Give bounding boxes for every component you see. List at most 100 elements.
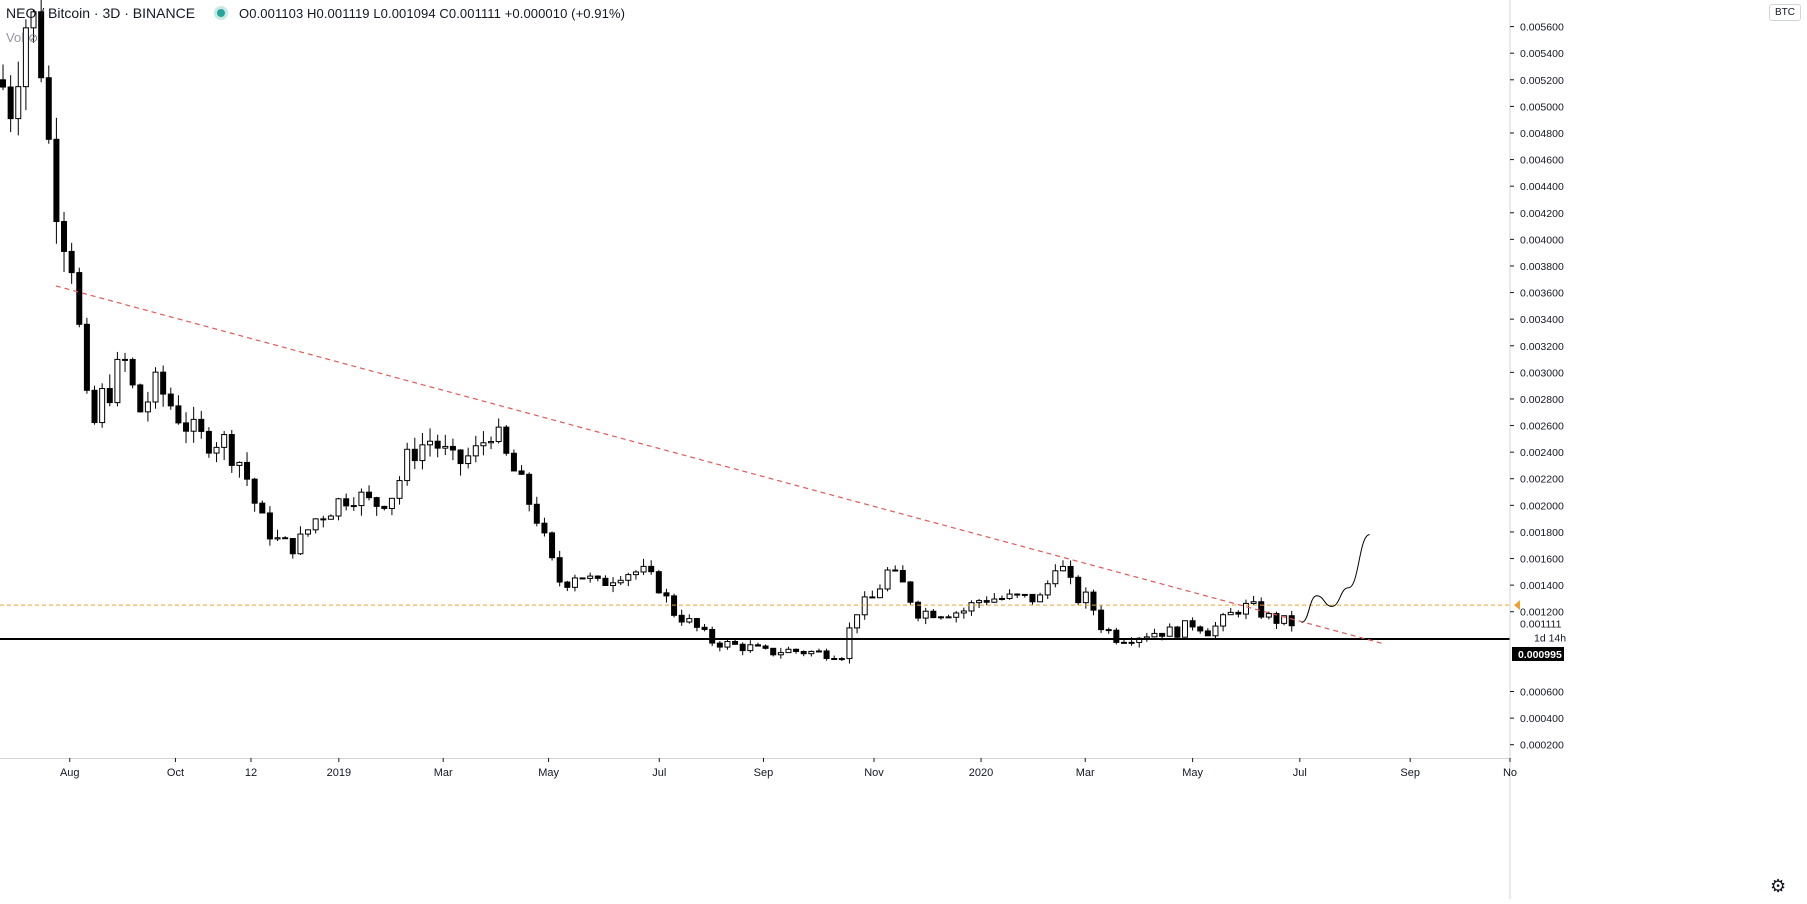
price-tick-label: 0.001600: [1520, 554, 1564, 566]
volume-legend[interactable]: Vol ⊘: [6, 30, 38, 45]
candle: [518, 465, 525, 475]
candle: [7, 75, 14, 133]
eye-hidden-icon[interactable]: ⊘: [28, 30, 39, 45]
candle: [976, 598, 983, 609]
candle: [167, 387, 174, 410]
candle: [1204, 628, 1211, 637]
price-tick-label: 0.002600: [1520, 421, 1564, 433]
symbol-legend[interactable]: NEO / Bitcoin · 3D · BINANCE O0.001103 H…: [6, 5, 625, 21]
candle: [754, 642, 761, 647]
candle: [571, 574, 578, 592]
candle: [800, 650, 807, 657]
candle: [213, 442, 220, 463]
candle: [396, 476, 403, 505]
candle: [244, 452, 251, 487]
candle: [953, 610, 960, 623]
candle: [228, 429, 235, 473]
candle: [434, 434, 441, 458]
candle: [678, 609, 685, 626]
candle: [175, 395, 182, 425]
candles-group: [0, 0, 1295, 664]
candle: [1197, 625, 1204, 634]
candle: [899, 565, 906, 583]
candle: [602, 575, 609, 586]
candle: [1212, 621, 1219, 640]
candle: [915, 600, 922, 622]
candle: [83, 317, 90, 394]
candle: [1090, 589, 1097, 616]
candle: [236, 461, 243, 478]
candle: [419, 432, 426, 470]
candle: [526, 472, 533, 512]
candle: [465, 447, 472, 469]
price-tick-label: 0.003600: [1520, 288, 1564, 300]
candle: [892, 565, 899, 572]
price-tick-label: 0.002000: [1520, 500, 1564, 512]
price-tick-label: 0.005400: [1520, 48, 1564, 60]
price-axis[interactable]: 0.005600 0.005400 0.005200 0.005000 0.004800…: [1509, 0, 1566, 899]
price-tick-label: 0.000200: [1520, 740, 1564, 752]
projection-path[interactable]: [1301, 534, 1370, 623]
candle: [1181, 620, 1188, 638]
currency-badge[interactable]: BTC: [1769, 4, 1801, 21]
settings-gear-icon[interactable]: ⚙: [1770, 876, 1787, 896]
candle: [366, 485, 373, 501]
candle: [640, 558, 647, 575]
time-tick-label: Jul: [652, 767, 666, 779]
volume-label: Vol: [6, 30, 25, 45]
candle: [1014, 593, 1021, 599]
time-axis[interactable]: Aug Oct 12 2019 Mar May Jul Sep Nov 2020 Mar May Jul…: [0, 758, 1517, 779]
candle: [1288, 610, 1295, 632]
candle: [907, 581, 914, 605]
candle: [53, 117, 60, 244]
time-tick-label: 2020: [969, 767, 993, 779]
candle: [388, 497, 395, 516]
candle: [831, 655, 838, 661]
symbol-title[interactable]: NEO / Bitcoin · 3D · BINANCE: [6, 5, 196, 21]
candle: [472, 435, 479, 463]
candle: [549, 531, 556, 561]
support-price-badge: [1512, 646, 1564, 661]
candle: [632, 570, 639, 580]
candle: [221, 431, 228, 460]
candle: [655, 570, 662, 594]
candle: [556, 550, 563, 587]
candle: [358, 488, 365, 516]
candle: [1143, 632, 1150, 642]
candle: [686, 614, 693, 624]
time-tick-label: Sep: [1400, 767, 1420, 779]
candle: [937, 615, 944, 620]
time-tick-label: No: [1503, 767, 1517, 779]
support-price-label: 0.000995: [1518, 649, 1562, 661]
time-tick-label: Aug: [60, 767, 80, 779]
candle: [289, 538, 296, 559]
candle: [716, 641, 723, 652]
price-tick-label: 0.001200: [1520, 607, 1564, 619]
candle: [1067, 560, 1074, 585]
candle: [22, 19, 29, 111]
candle: [1075, 575, 1082, 606]
candle: [701, 623, 708, 632]
candle: [198, 410, 205, 439]
candle: [709, 626, 716, 647]
candle: [76, 267, 83, 328]
candle: [663, 588, 670, 603]
level-marker-icon: [1514, 600, 1520, 611]
time-tick-label: May: [1182, 767, 1203, 779]
candle: [404, 442, 411, 486]
candle: [1250, 595, 1257, 605]
candle: [579, 577, 586, 580]
time-tick-label: 2019: [327, 767, 351, 779]
price-tick-label: 0.000600: [1520, 687, 1564, 699]
time-tick-label: Sep: [754, 767, 774, 779]
price-tick-label: 0.003200: [1520, 341, 1564, 353]
candle: [442, 434, 449, 456]
last-price-label: 0.001111: [1520, 619, 1562, 631]
candle: [747, 640, 754, 653]
market-status-icon: [217, 9, 226, 17]
trendline[interactable]: [55, 285, 1384, 645]
time-tick-label: Nov: [864, 767, 884, 779]
candle: [983, 596, 990, 606]
